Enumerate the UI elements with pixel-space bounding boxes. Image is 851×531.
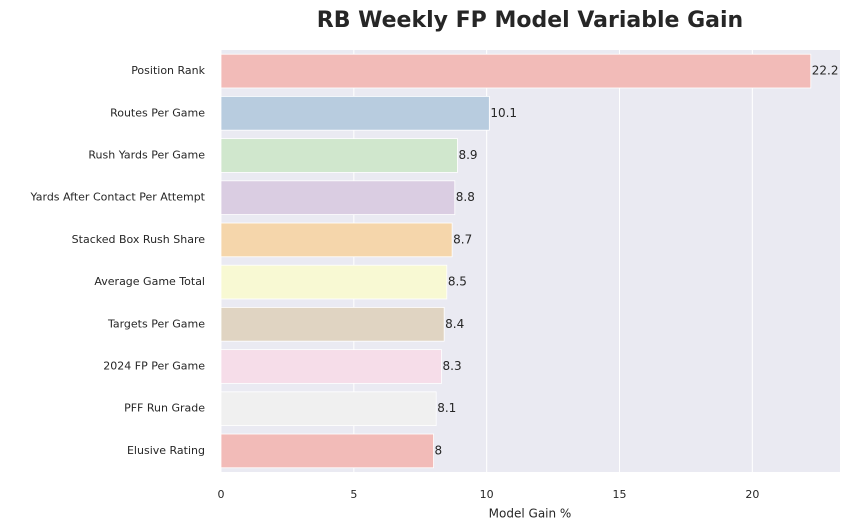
value-label: 8.8 — [456, 190, 475, 204]
bar — [220, 180, 456, 215]
x-tick-label: 5 — [350, 488, 357, 501]
value-label: 8.3 — [443, 359, 462, 373]
bar — [220, 138, 458, 173]
x-tick-label: 10 — [480, 488, 494, 501]
bar — [220, 96, 490, 131]
y-tick-label: Position Rank — [131, 64, 205, 77]
value-label: 8 — [435, 443, 443, 457]
y-tick-label: Yards After Contact Per Attempt — [30, 191, 206, 204]
bar — [220, 433, 434, 469]
chart-title: RB Weekly FP Model Variable Gain — [317, 8, 743, 33]
y-tick-label: Elusive Rating — [127, 444, 205, 457]
bar — [220, 222, 453, 258]
value-label: 8.1 — [437, 401, 456, 415]
x-tick-label: 20 — [745, 488, 759, 501]
bar — [220, 53, 812, 89]
value-label: 8.7 — [453, 232, 472, 246]
y-tick-label: 2024 FP Per Game — [103, 360, 205, 373]
x-tick-label: 0 — [218, 488, 225, 501]
y-tick-label: PFF Run Grade — [124, 402, 205, 415]
value-label: 8.5 — [448, 275, 467, 289]
y-tick-label: Rush Yards Per Game — [88, 149, 205, 162]
bar — [220, 349, 442, 384]
value-label: 8.9 — [458, 148, 477, 162]
bar — [220, 307, 445, 342]
value-label: 22.2 — [812, 64, 839, 78]
y-tick-label: Targets Per Game — [107, 317, 205, 330]
bar — [220, 391, 437, 426]
x-tick-label: 15 — [612, 488, 626, 501]
y-tick-label: Routes Per Game — [110, 106, 205, 119]
y-tick-label: Stacked Box Rush Share — [72, 233, 206, 246]
y-tick-label: Average Game Total — [94, 275, 205, 288]
bar — [220, 264, 448, 300]
x-axis-label: Model Gain % — [489, 507, 572, 521]
value-label: 10.1 — [490, 106, 517, 120]
value-label: 8.4 — [445, 317, 464, 331]
